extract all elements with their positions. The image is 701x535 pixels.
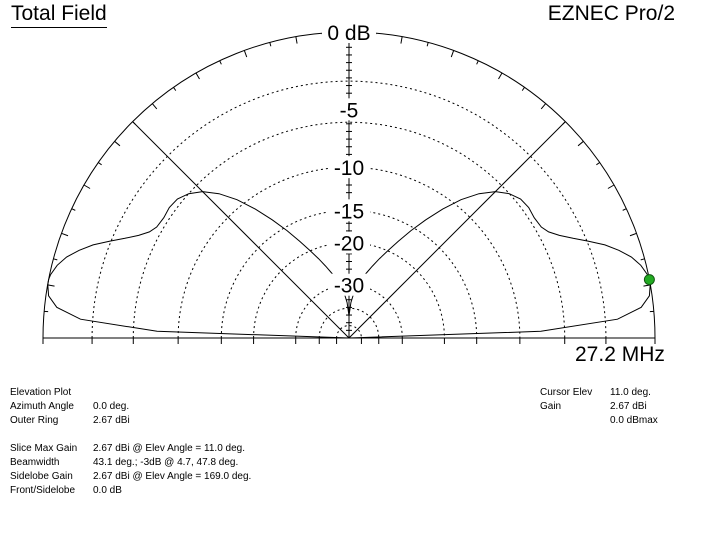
info-row: Beamwidth 43.1 deg.; -3dB @ 4.7, 47.8 deg… bbox=[10, 456, 330, 470]
radial-line bbox=[132, 121, 350, 339]
info-panel-left: Elevation Plot Azimuth Angle 0.0 deg. Out… bbox=[10, 386, 330, 498]
angle-tick bbox=[47, 284, 55, 287]
angle-tick bbox=[61, 232, 69, 237]
angle-tick bbox=[607, 184, 615, 189]
angle-tick bbox=[596, 162, 600, 166]
info-row: Outer Ring 2.67 dBi bbox=[10, 414, 330, 428]
info-value: 2.67 dBi bbox=[93, 415, 130, 426]
info-row: Front/Sidelobe 0.0 dB bbox=[10, 484, 330, 498]
ring-label: -15 bbox=[334, 200, 364, 223]
info-row: Azimuth Angle 0.0 deg. bbox=[10, 400, 330, 414]
grid-ring bbox=[91, 80, 607, 339]
info-row: 0.0 dBmax bbox=[540, 414, 690, 428]
info-panel-right: Cursor Elev 11.0 deg. Gain 2.67 dBi 0.0 dB… bbox=[540, 386, 690, 428]
info-value: 0.0 deg. bbox=[93, 401, 130, 412]
info-spacer bbox=[10, 428, 330, 442]
ring-label-bg bbox=[322, 21, 376, 43]
angle-tick bbox=[640, 258, 645, 261]
info-label: Gain bbox=[540, 401, 562, 412]
info-row: Slice Max Gain 2.67 dBi @ Elev Angle = 11… bbox=[10, 442, 330, 456]
pattern-lobe-left bbox=[47, 191, 350, 339]
angle-tick bbox=[243, 50, 248, 58]
angle-tick bbox=[498, 72, 503, 80]
angle-tick bbox=[622, 208, 627, 211]
angle-tick bbox=[151, 103, 158, 110]
angle-tick bbox=[426, 42, 429, 47]
ring-label-bg bbox=[328, 273, 370, 296]
info-value: 11.0 deg. bbox=[610, 387, 651, 398]
info-value: 2.67 dBi @ Elev Angle = 169.0 deg. bbox=[93, 471, 252, 482]
angle-tick bbox=[577, 140, 584, 147]
ring-label: -20 bbox=[334, 233, 364, 256]
info-value: 0.0 dB bbox=[93, 485, 122, 496]
angle-tick bbox=[521, 87, 525, 91]
info-value: 43.1 deg.; -3dB @ 4.7, 47.8 deg. bbox=[93, 457, 239, 468]
pattern-lobe-right bbox=[348, 191, 651, 339]
angle-tick bbox=[540, 103, 547, 110]
info-label: Beamwidth bbox=[10, 457, 60, 468]
ring-label: -30 bbox=[334, 275, 364, 298]
angle-tick bbox=[269, 42, 272, 47]
info-row: Elevation Plot bbox=[10, 386, 330, 400]
angle-tick bbox=[83, 184, 91, 189]
info-label: Front/Sidelobe bbox=[10, 485, 76, 496]
ring-label: -5 bbox=[340, 99, 359, 122]
info-value: 2.67 dBi bbox=[610, 401, 647, 412]
info-row: Gain 2.67 dBi bbox=[540, 400, 690, 414]
angle-tick bbox=[476, 60, 479, 65]
ring-label: -10 bbox=[334, 157, 364, 180]
angle-tick bbox=[53, 258, 58, 261]
info-label: Outer Ring bbox=[10, 415, 59, 426]
radial-line bbox=[348, 121, 566, 339]
info-value: 0.0 dBmax bbox=[610, 415, 658, 426]
angle-tick bbox=[71, 208, 76, 211]
angle-tick bbox=[400, 36, 403, 44]
ring-labels: 0 dB -5 -10 -15 -20 -30 bbox=[322, 21, 376, 298]
info-row: Sidelobe Gain 2.67 dBi @ Elev Angle = 169… bbox=[10, 470, 330, 484]
angle-tick bbox=[114, 140, 121, 147]
elevation-pattern-plot: 0 dB -5 -10 -15 -20 -30 bbox=[42, 21, 656, 344]
angle-tick bbox=[219, 60, 222, 65]
plot-title: Total Field bbox=[11, 2, 107, 28]
ring-label: 0 dB bbox=[327, 22, 370, 45]
info-row: Cursor Elev 11.0 deg. bbox=[540, 386, 690, 400]
angle-tick bbox=[195, 72, 200, 80]
ring-label-bg bbox=[334, 98, 364, 121]
brand-label: EZNEC Pro/2 bbox=[547, 2, 675, 25]
info-label: Sidelobe Gain bbox=[10, 471, 73, 482]
info-label: Elevation Plot bbox=[10, 387, 72, 398]
ring-label-bg bbox=[328, 156, 370, 179]
angle-tick bbox=[98, 162, 102, 166]
ring-label-bg bbox=[328, 199, 370, 222]
angle-tick bbox=[295, 36, 298, 44]
angle-tick bbox=[450, 50, 455, 58]
cursor-marker bbox=[643, 274, 655, 286]
angle-tick bbox=[629, 232, 637, 237]
info-label: Azimuth Angle bbox=[10, 401, 74, 412]
info-value: 2.67 dBi @ Elev Angle = 11.0 deg. bbox=[93, 443, 246, 454]
frequency-label: 27.2 MHz bbox=[575, 343, 665, 366]
info-label: Slice Max Gain bbox=[10, 443, 78, 454]
radial-lines bbox=[132, 121, 566, 339]
ring-label-bg bbox=[328, 231, 370, 254]
cursor-marker-group bbox=[643, 274, 655, 286]
angle-tick bbox=[173, 87, 177, 91]
info-label: Cursor Elev bbox=[540, 387, 593, 398]
